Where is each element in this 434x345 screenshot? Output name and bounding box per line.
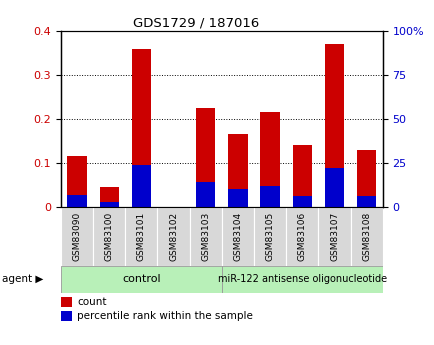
Bar: [350, 207, 382, 266]
Bar: [221, 266, 382, 293]
Title: GDS1729 / 187016: GDS1729 / 187016: [133, 17, 259, 30]
Bar: [260, 186, 279, 207]
Bar: [67, 156, 86, 207]
Bar: [132, 49, 151, 207]
Text: miR-122 antisense oligonucleotide: miR-122 antisense oligonucleotide: [217, 274, 386, 284]
Bar: [356, 150, 375, 207]
Bar: [99, 187, 118, 207]
Bar: [318, 207, 350, 266]
Bar: [292, 146, 311, 207]
Text: GSM83102: GSM83102: [169, 212, 178, 261]
Bar: [324, 168, 343, 207]
Text: control: control: [122, 274, 160, 284]
Text: agent ▶: agent ▶: [2, 274, 43, 284]
Bar: [61, 266, 221, 293]
Text: GSM83104: GSM83104: [233, 212, 242, 261]
Text: GSM83105: GSM83105: [265, 212, 274, 261]
Bar: [253, 207, 286, 266]
Text: GSM83106: GSM83106: [297, 212, 306, 261]
Bar: [196, 108, 215, 207]
Bar: [61, 297, 72, 307]
Bar: [228, 189, 247, 207]
Bar: [132, 165, 151, 207]
Text: GSM83090: GSM83090: [72, 212, 81, 261]
Text: GSM83101: GSM83101: [137, 212, 145, 261]
Bar: [196, 183, 215, 207]
Bar: [125, 207, 157, 266]
Text: count: count: [77, 297, 106, 307]
Text: GSM83103: GSM83103: [201, 212, 210, 261]
Bar: [324, 44, 343, 207]
Bar: [286, 207, 318, 266]
Bar: [228, 135, 247, 207]
Bar: [292, 196, 311, 207]
Bar: [189, 207, 221, 266]
Bar: [67, 195, 86, 207]
Bar: [61, 207, 93, 266]
Bar: [99, 202, 118, 207]
Bar: [93, 207, 125, 266]
Bar: [61, 311, 72, 321]
Bar: [356, 196, 375, 207]
Bar: [221, 207, 253, 266]
Text: percentile rank within the sample: percentile rank within the sample: [77, 311, 252, 321]
Text: GSM83108: GSM83108: [362, 212, 370, 261]
Bar: [157, 207, 189, 266]
Text: GSM83107: GSM83107: [329, 212, 338, 261]
Text: GSM83100: GSM83100: [105, 212, 113, 261]
Bar: [260, 112, 279, 207]
